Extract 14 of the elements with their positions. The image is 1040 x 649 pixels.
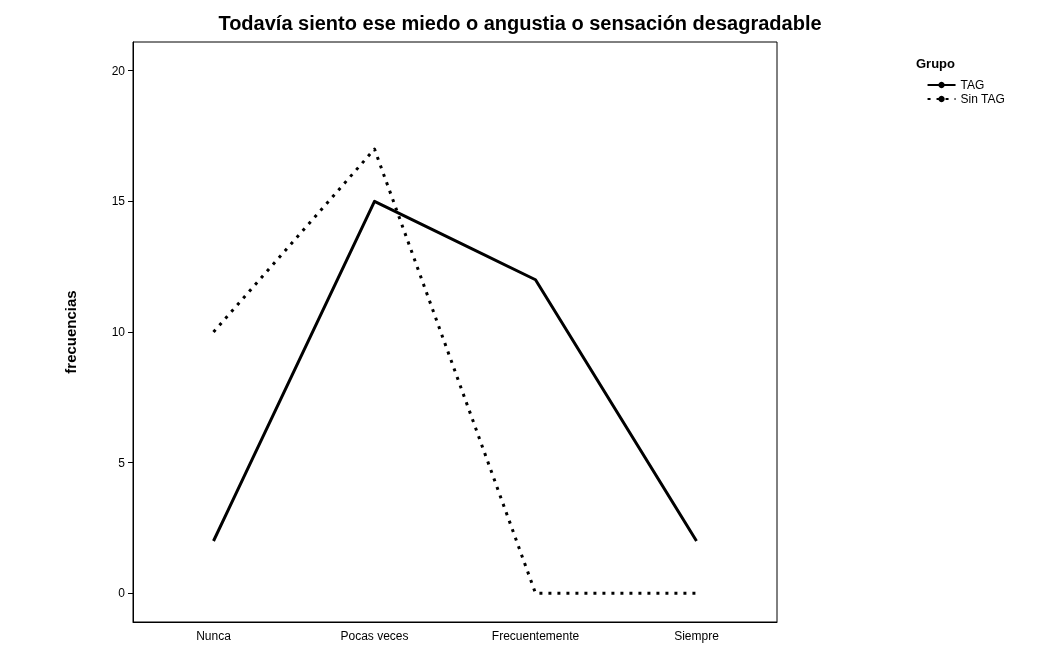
y-tick-label: 5 [118,455,126,470]
y-tick-label: 20 [111,63,126,78]
x-tick-label: Pocas veces [340,629,409,643]
legend-label: TAG [960,78,985,92]
x-tick-label: Frecuentemente [491,629,580,643]
y-tick-label: 0 [118,586,126,601]
legend-title: Grupo [916,56,956,71]
y-axis-title: frecuencias [62,290,79,374]
legend-label: Sin TAG [960,92,1005,106]
y-tick-label: 10 [111,325,126,339]
x-tick-label: Siempre [674,629,720,643]
x-tick-label: Nunca [196,629,232,643]
y-tick-label: 15 [111,194,126,209]
chart-title: Todavía siento ese miedo o angustia o sensación desagradable [218,12,822,34]
